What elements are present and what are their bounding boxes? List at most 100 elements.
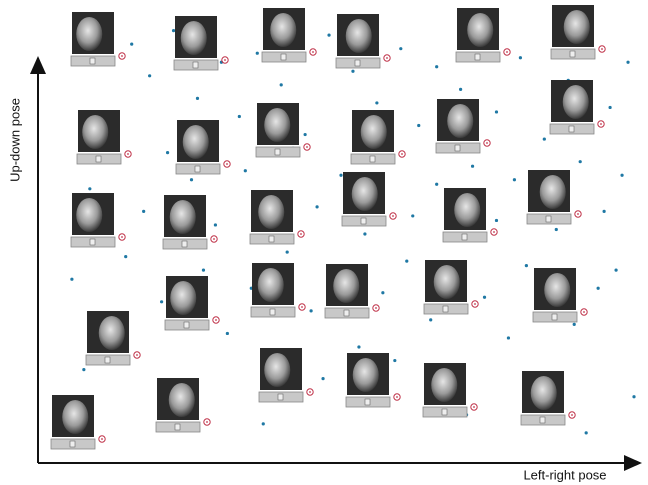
point	[148, 74, 152, 78]
face	[539, 175, 566, 209]
marker-dot	[206, 421, 208, 423]
marker	[124, 150, 132, 158]
point	[237, 114, 241, 119]
face	[264, 108, 291, 142]
marker-dot	[101, 438, 103, 440]
slider-knob	[454, 144, 461, 152]
slider-knob	[568, 125, 575, 133]
slider-knob	[274, 148, 281, 156]
marker	[133, 351, 141, 359]
point	[243, 169, 247, 173]
point	[171, 29, 176, 33]
marker-dot	[493, 231, 495, 233]
face	[333, 269, 360, 303]
marker	[398, 150, 406, 158]
point	[82, 368, 86, 372]
point	[189, 178, 194, 182]
slider-knob	[354, 59, 361, 67]
face	[168, 383, 195, 417]
point	[279, 83, 283, 87]
face	[467, 13, 494, 47]
marker	[303, 143, 311, 151]
point	[124, 255, 128, 259]
marker-dot	[224, 59, 226, 61]
face	[82, 115, 109, 149]
marker-dot	[396, 396, 398, 398]
marker	[212, 316, 220, 324]
slider-knob	[181, 240, 188, 248]
marker-dot	[127, 153, 129, 155]
marker-dot	[213, 238, 215, 240]
point	[542, 137, 546, 141]
point	[459, 87, 463, 91]
point	[518, 56, 523, 60]
marker	[393, 393, 401, 401]
face	[431, 368, 458, 402]
marker	[483, 139, 491, 147]
face	[563, 10, 590, 44]
slider-knob	[174, 423, 181, 431]
marker-dot	[215, 319, 217, 321]
marker	[118, 233, 126, 241]
face	[169, 200, 196, 234]
marker-dot	[474, 303, 476, 305]
point	[494, 110, 499, 114]
slider-knob	[343, 309, 350, 317]
slider-knob	[104, 356, 111, 364]
marker-dot	[473, 406, 475, 408]
point	[261, 422, 265, 426]
marker-dot	[312, 51, 314, 53]
point	[225, 331, 229, 336]
face	[544, 273, 571, 307]
marker	[118, 52, 126, 60]
face	[257, 268, 284, 302]
point	[303, 132, 307, 137]
marker-dot	[577, 213, 579, 215]
point	[285, 250, 289, 254]
marker-dot	[375, 307, 377, 309]
slider-knob	[89, 238, 96, 246]
marker	[221, 56, 229, 64]
face	[530, 376, 557, 410]
point	[614, 268, 618, 272]
marker	[490, 228, 498, 236]
point	[375, 101, 379, 105]
point	[482, 295, 487, 299]
face	[170, 281, 197, 315]
slider-knob	[364, 398, 371, 406]
face	[264, 353, 291, 387]
slider-knob	[442, 305, 449, 313]
slider-knob	[269, 308, 276, 316]
face	[433, 265, 460, 299]
marker	[470, 403, 478, 411]
face	[562, 85, 589, 119]
marker	[580, 308, 588, 316]
point	[142, 209, 146, 213]
point	[435, 65, 439, 69]
marker-dot	[571, 414, 573, 416]
marker	[597, 120, 605, 128]
point	[626, 60, 630, 64]
marker	[298, 303, 306, 311]
marker-dot	[506, 51, 508, 53]
face	[447, 104, 474, 138]
slider-knob	[95, 155, 102, 163]
slider-knob	[474, 53, 481, 61]
point	[363, 232, 367, 236]
marker-dot	[306, 146, 308, 148]
marker	[210, 235, 218, 243]
point	[417, 123, 421, 128]
marker	[309, 48, 317, 56]
point	[255, 51, 259, 55]
face	[360, 115, 387, 149]
slider-knob	[194, 165, 201, 173]
face	[182, 125, 209, 159]
point	[130, 42, 134, 46]
face	[345, 19, 372, 53]
point	[309, 309, 313, 313]
marker	[203, 418, 211, 426]
face	[270, 13, 297, 47]
point	[554, 227, 558, 232]
marker	[372, 304, 380, 312]
